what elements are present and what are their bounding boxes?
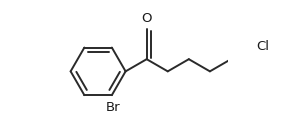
Text: O: O (141, 12, 152, 25)
Text: Cl: Cl (256, 40, 269, 53)
Text: Br: Br (105, 101, 120, 114)
